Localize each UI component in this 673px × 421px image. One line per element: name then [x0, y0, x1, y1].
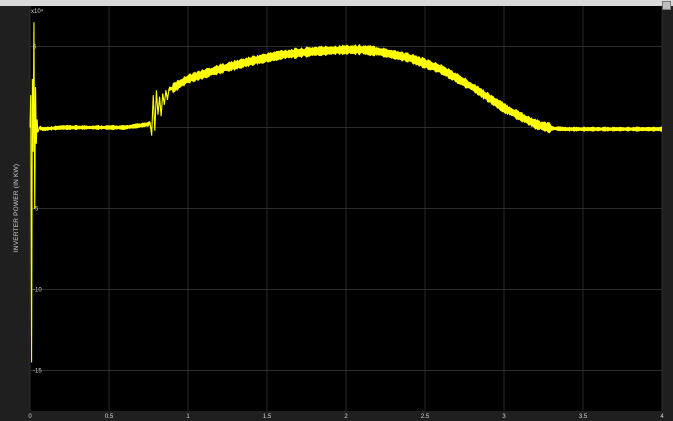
x-tick-label: 1	[186, 414, 190, 420]
y-tick-label: -5	[33, 207, 39, 213]
x-tick-labels: 0 0.5 1 1.5 2 2.5 3 3.5 4	[28, 414, 664, 420]
x-tick-label: 3	[502, 414, 506, 420]
x-tick-label: 2	[344, 414, 348, 420]
y-tick-label: 5	[33, 45, 37, 51]
y-tick-label: -10	[33, 288, 42, 294]
x-tick-label: 1.5	[263, 414, 272, 420]
y-exponent-label: x10⁴	[31, 8, 44, 15]
x-tick-label: 2.5	[421, 414, 430, 420]
y-axis-label: INVERTER POWER (IN KW)	[13, 164, 20, 252]
window-corner-button[interactable]	[662, 1, 671, 10]
x-tick-label: 4	[660, 414, 664, 420]
x-tick-label: 3.5	[579, 414, 588, 420]
scope-top-strip	[0, 0, 673, 6]
x-tick-label: 0.5	[105, 414, 114, 420]
x-tick-label: 0	[28, 414, 32, 420]
power-trace-noise-band	[39, 44, 663, 134]
y-tick-label: -15	[33, 369, 42, 375]
power-trace	[29, 22, 662, 363]
